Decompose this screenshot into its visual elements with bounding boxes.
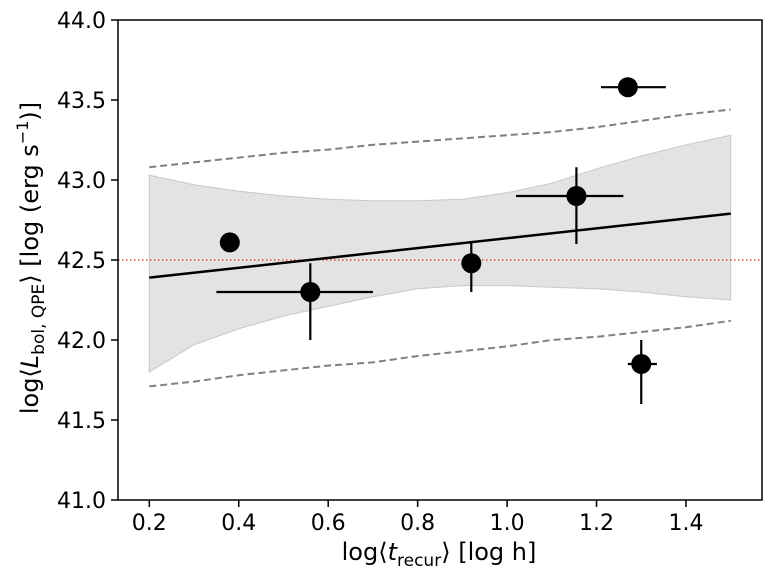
x-label-symbol: t: [388, 538, 399, 566]
y-axis-label: log⟨Lbol, QPE⟩ [log (erg s−1)]: [13, 102, 49, 414]
x-tick-label: 0.2: [132, 511, 167, 536]
data-point-5: [601, 77, 666, 98]
data-point-1: [219, 232, 240, 253]
y-label-units-exp: −1: [13, 121, 32, 145]
y-tick-label: 41.0: [57, 489, 106, 514]
x-label-subscript: recur: [397, 551, 441, 571]
y-label-units-suffix: )]: [16, 102, 44, 121]
y-label-units-prefix: [log (erg s: [16, 144, 44, 267]
x-tick-label: 0.6: [311, 511, 346, 536]
y-label-prefix: log: [16, 378, 44, 415]
y-tick-label: 42.5: [57, 249, 106, 274]
x-label-units: [log h]: [458, 538, 536, 566]
x-tick-label: 0.4: [221, 511, 256, 536]
y-tick-label: 43.5: [57, 89, 106, 114]
points-layer: [216, 77, 666, 404]
lines-layer: [118, 108, 762, 388]
data-point-3: [461, 242, 482, 292]
bands-layer: [148, 134, 732, 373]
y-tick-label: 44.0: [57, 9, 106, 34]
point-marker: [300, 282, 321, 302]
y-tick-label: 42.0: [57, 329, 106, 354]
x-tick-label: 1.2: [579, 511, 614, 536]
fit-line: [149, 212, 731, 279]
x-tick-label: 1.0: [490, 511, 525, 536]
x-tick-label: 1.4: [668, 511, 703, 536]
y-label-symbol: L: [16, 355, 44, 368]
y-label-close-bracket: ⟩: [16, 267, 44, 284]
point-marker: [461, 253, 482, 274]
x-label-open-bracket: ⟨: [378, 538, 387, 566]
point-marker: [617, 77, 638, 98]
data-point-4: [516, 167, 624, 244]
x-axis-label: log⟨trecur⟩ [log h]: [342, 538, 537, 571]
data-point-6: [627, 340, 657, 404]
x-label-close-bracket: ⟩: [441, 538, 458, 566]
prediction-band-lower: [149, 319, 731, 388]
y-tick-label: 43.0: [57, 169, 106, 194]
y-label-subscript: bol, QPE: [29, 284, 49, 355]
data-point-2: [216, 263, 373, 340]
prediction-band-upper: [149, 108, 731, 169]
confidence-band: [148, 134, 732, 373]
point-marker: [631, 354, 652, 374]
point-marker: [566, 186, 587, 206]
y-label-open-bracket: ⟨: [16, 368, 44, 377]
x-label-prefix: log: [342, 538, 379, 566]
y-tick-label: 41.5: [57, 409, 106, 434]
ticks-layer: 0.2 0.4 0.6 0.8 1.0 1.2 1.4 41.0 41.5 42.0 42.5 43.…: [57, 9, 703, 536]
x-tick-label: 0.8: [400, 511, 435, 536]
point-marker: [219, 232, 240, 253]
